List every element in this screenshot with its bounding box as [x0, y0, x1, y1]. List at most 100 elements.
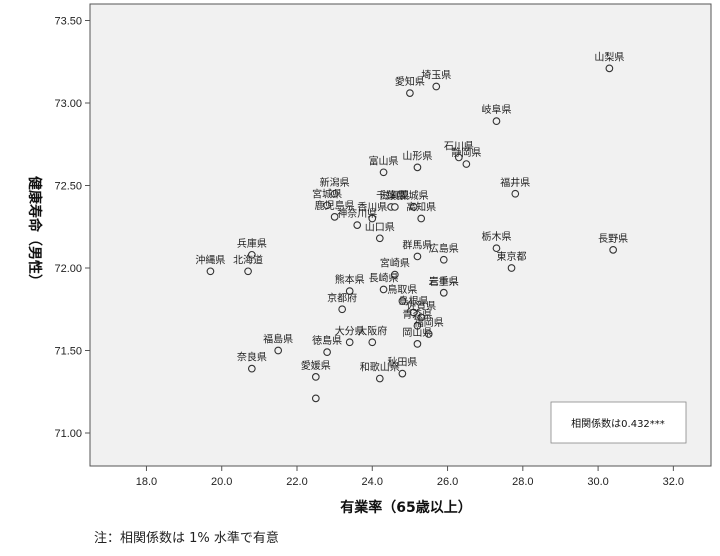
point-label: 島根県: [399, 295, 429, 308]
x-tick-label: 28.0: [512, 476, 533, 488]
x-tick-label: 22.0: [286, 476, 307, 488]
data-point: [511, 189, 520, 198]
point-label: 高知県: [406, 201, 436, 214]
data-point: [413, 340, 422, 348]
point-label: 静岡県: [451, 146, 481, 159]
point-label: 岡山県: [402, 327, 432, 339]
y-tick-label: 72.00: [54, 263, 82, 275]
data-point: [330, 189, 339, 198]
point-label: 奈良県: [237, 351, 267, 364]
point-label: 福岡県: [414, 316, 444, 329]
data-point: [368, 338, 377, 347]
point-label: 埼玉県: [421, 69, 451, 82]
data-point: [605, 64, 614, 73]
data-point: [432, 82, 441, 91]
x-tick-label: 20.0: [211, 476, 232, 488]
plot-area: [89, 3, 712, 467]
data-point: [338, 305, 347, 314]
data-point: [375, 234, 384, 243]
data-point: [492, 244, 501, 253]
y-tick-label: 73.00: [54, 98, 82, 110]
y-axis-title: 健康寿命（男性）: [26, 176, 43, 288]
x-tick-label: 32.0: [663, 476, 684, 488]
data-point: [247, 250, 256, 259]
point-label: 山梨県: [594, 50, 624, 63]
point-label: 愛知県: [395, 75, 425, 88]
y-tick-label: 71.50: [54, 346, 82, 358]
data-point: [492, 117, 501, 125]
point-label: 大阪府: [357, 324, 387, 337]
point-label: 熊本県: [335, 273, 365, 286]
data-point: [406, 89, 414, 97]
scatter-chart: 18.0 20.0 22.0 24.0 26.0 28.0 30.0 32.0 71.00 71.…: [26, 3, 712, 516]
point-label: 秋田県: [387, 356, 417, 369]
correlation-annotation: 相関係数は0.432***: [571, 417, 665, 430]
data-point: [311, 373, 320, 381]
data-point: [274, 346, 283, 355]
point-label: 鹿児島県: [315, 199, 355, 212]
data-point: [330, 213, 339, 221]
data-point: [244, 267, 252, 276]
point-label: 岐阜県: [481, 103, 511, 116]
point-label: 茨城県: [399, 189, 429, 202]
x-tick-label: 24.0: [362, 476, 383, 488]
y-tick-label: 71.00: [54, 428, 82, 440]
data-point: [454, 153, 463, 162]
point-label: 千葉県: [376, 189, 406, 202]
point-label: 和歌山県: [360, 361, 400, 374]
point-label: 山口県: [365, 221, 395, 233]
point-label: 東京都: [497, 250, 527, 263]
point-label: 福島県: [263, 333, 293, 346]
data-points: [206, 64, 617, 403]
y-tick-label: 72.50: [54, 181, 82, 193]
data-point: [424, 330, 433, 338]
point-label: 沖縄県: [195, 253, 225, 266]
data-point: [609, 246, 617, 254]
point-label: 富山県: [369, 154, 399, 167]
data-point: [417, 214, 426, 223]
footnote: 注：相関係数は 1% 水準で有意: [94, 531, 279, 546]
point-label: 群馬県: [402, 238, 432, 251]
x-tick-label: 26.0: [437, 476, 458, 488]
data-point: [206, 267, 215, 276]
data-point: [323, 348, 331, 357]
point-label: 広島県: [429, 242, 459, 255]
data-point: [247, 364, 256, 373]
x-tick-label: 18.0: [136, 476, 157, 488]
data-point: [379, 168, 388, 177]
point-label: 石川県: [444, 140, 474, 152]
point-label: 栃木県: [481, 230, 511, 243]
data-point: [379, 285, 388, 294]
point-label: 福井県: [500, 176, 530, 189]
point-label: 北海道: [233, 253, 263, 266]
point-label: 香川県: [357, 202, 387, 214]
point-label: 佐賀県: [406, 301, 436, 313]
point-label: 青森県: [402, 308, 432, 321]
data-point: [353, 221, 362, 229]
point-label: 兵庫県: [237, 237, 267, 250]
point-label: 長野県: [598, 233, 628, 245]
point-label: 宮城県: [312, 187, 342, 200]
point-label: 岩手県: [429, 275, 459, 288]
data-point: [507, 264, 516, 272]
point-label: 新潟県: [320, 176, 350, 189]
point-label: 宮崎県: [380, 257, 410, 270]
point-label: 大分県: [335, 324, 365, 337]
point-label: 京都府: [327, 291, 357, 304]
data-point: [391, 203, 399, 211]
data-point: [398, 369, 407, 378]
data-point: [417, 313, 426, 322]
point-label: 長崎県: [369, 271, 399, 284]
data-point: [413, 321, 422, 330]
point-label: 神奈川県: [337, 207, 377, 220]
data-point: [439, 255, 448, 264]
data-point: [391, 270, 399, 279]
point-label: 山形県: [402, 150, 432, 162]
data-point: [375, 374, 384, 383]
point-label: 鳥取県: [387, 283, 417, 296]
data-point: [439, 288, 448, 297]
axis-ticks: 18.0 20.0 22.0 24.0 26.0 28.0 30.0 32.0 71.00 71.…: [54, 16, 684, 489]
data-point: [311, 394, 320, 403]
data-point: [398, 297, 407, 305]
